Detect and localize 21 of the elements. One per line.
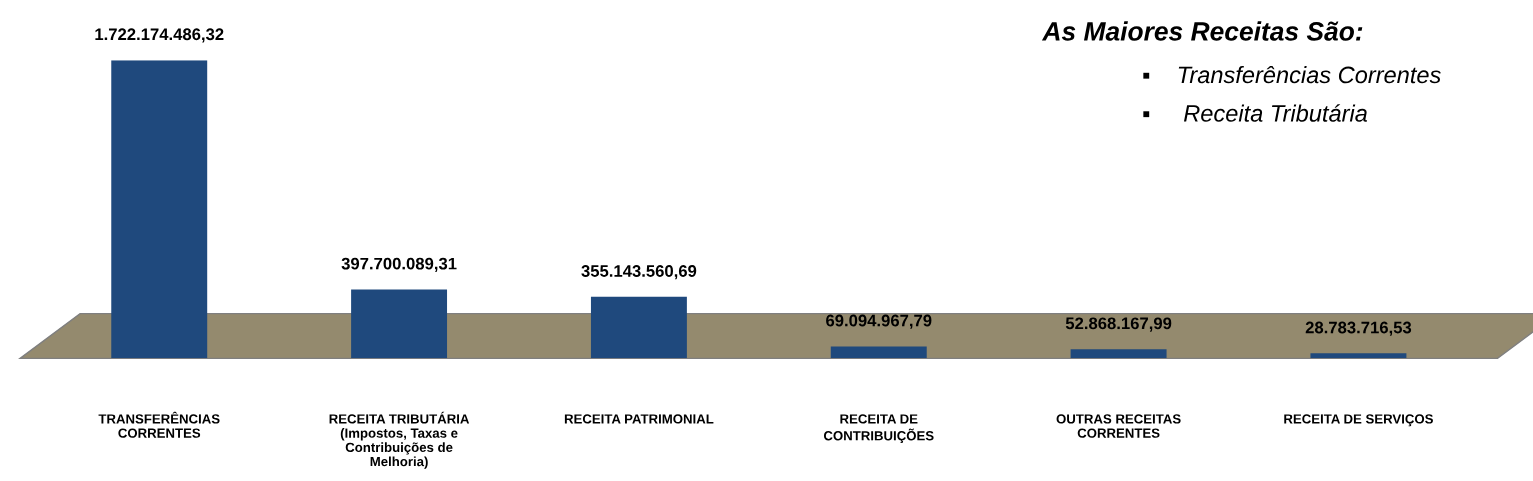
annotation: ▪ Transferências Correntes (1143, 65, 1441, 84)
bar (1070, 349, 1167, 359)
data-label: 28.783.716,53 (1305, 321, 1412, 336)
bar (111, 60, 208, 359)
data-label: 355.143.560,69 (581, 265, 697, 280)
data-label: 397.700.089,31 (341, 257, 457, 272)
data-label: 69.094.967,79 (826, 314, 932, 329)
x-tick-label: RECEITA DE CONTRIBUIÇÕES (823, 414, 934, 444)
x-tick-label: RECEITA DE SERVIÇOS (1284, 414, 1433, 427)
bar (590, 296, 687, 359)
x-tick-label: OUTRAS RECEITAS CORRENTES (1056, 414, 1181, 438)
annotation: ▪ Receita Tributária (1143, 104, 1368, 122)
x-tick-label: TRANSFERÊNCIAS CORRENTES (98, 411, 220, 438)
bar (351, 289, 448, 359)
bar (1310, 353, 1407, 359)
data-label: 1.722.174.486,32 (95, 28, 224, 43)
text: As Maiores Receitas São: (1041, 21, 1363, 41)
bar (830, 346, 927, 359)
x-tick-label: RECEITA TRIBUTÁRIA (Impostos, Taxas e Contribuições de Melhoria) (329, 411, 470, 469)
x-tick-label: RECEITA PATRIMONIAL (564, 414, 714, 424)
data-label: 52.868.167,99 (1065, 317, 1172, 332)
